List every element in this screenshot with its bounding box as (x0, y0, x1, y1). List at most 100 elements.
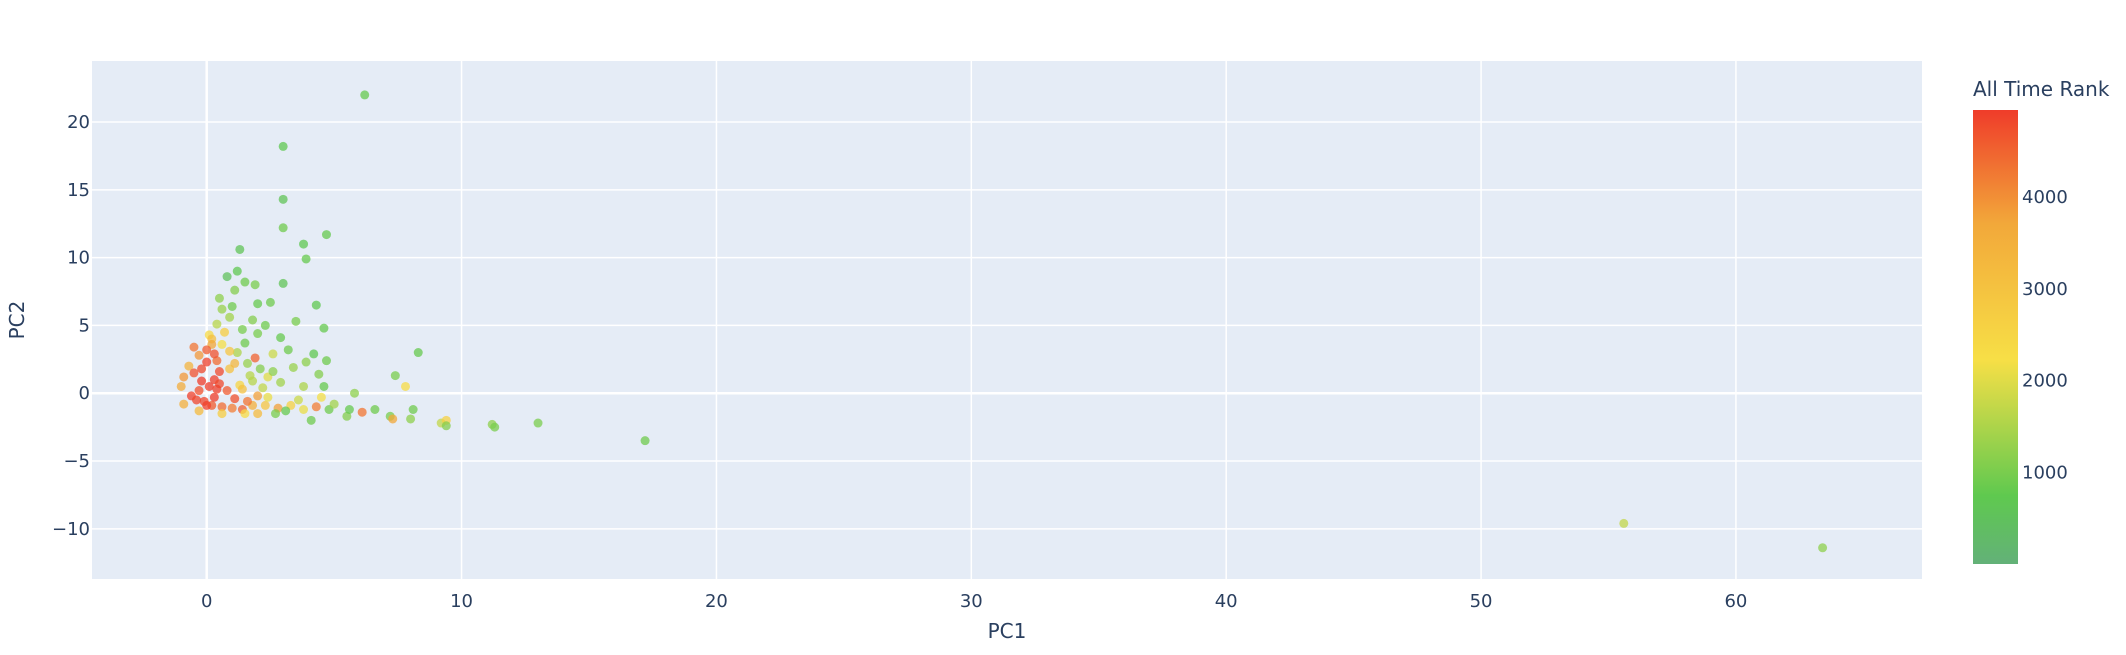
colorbar-tick-label: 4000 (2022, 187, 2068, 208)
data-point (278, 223, 288, 233)
data-point (276, 377, 286, 387)
x-axis-label: PC1 (988, 619, 1027, 643)
data-point (311, 300, 321, 310)
data-points (176, 90, 1828, 553)
data-point (299, 381, 309, 391)
data-point (299, 404, 309, 414)
data-point (225, 346, 235, 356)
data-point (197, 364, 207, 374)
data-point (321, 356, 331, 366)
data-point (191, 395, 201, 405)
data-point (217, 339, 227, 349)
data-point (640, 436, 650, 446)
data-point (321, 230, 331, 240)
data-point (299, 239, 309, 249)
x-tick-label: 40 (1215, 591, 1238, 612)
data-point (217, 402, 227, 412)
data-point (360, 90, 370, 100)
data-point (278, 194, 288, 204)
data-point (232, 266, 242, 276)
data-point (227, 403, 237, 413)
data-point (390, 371, 400, 381)
data-point (271, 409, 281, 419)
data-point (222, 386, 232, 396)
x-tick-label: 30 (960, 591, 983, 612)
data-point (202, 357, 212, 367)
data-point (316, 392, 326, 402)
data-point (253, 391, 263, 401)
data-point (291, 316, 301, 326)
y-tick-label: −5 (63, 451, 90, 472)
data-point (268, 349, 278, 359)
data-point (212, 319, 222, 329)
data-point (388, 414, 398, 424)
data-point (209, 349, 219, 359)
y-tick-label: 10 (67, 248, 90, 269)
data-point (342, 411, 352, 421)
y-tick-label: 5 (79, 315, 90, 336)
data-point (202, 345, 212, 355)
data-point (217, 304, 227, 314)
data-point (230, 285, 240, 295)
data-point (235, 244, 245, 254)
y-tick-label: 0 (79, 383, 90, 404)
data-point (217, 409, 227, 419)
data-point (209, 392, 219, 402)
data-point (319, 381, 329, 391)
y-tick-label: 20 (67, 112, 90, 133)
y-tick-label: 15 (67, 180, 90, 201)
data-point (230, 358, 240, 368)
y-tick-labels: −10 −5 0 5 10 15 20 (52, 112, 90, 540)
data-point (301, 254, 311, 264)
data-point (283, 345, 293, 355)
data-point (240, 409, 250, 419)
data-point (276, 333, 286, 343)
data-point (202, 400, 212, 410)
data-point (248, 315, 258, 325)
x-tick-label: 60 (1724, 591, 1747, 612)
data-point (212, 356, 222, 366)
data-point (288, 362, 298, 372)
data-point (237, 324, 247, 334)
colorbar (1973, 110, 2018, 564)
data-point (258, 383, 268, 393)
data-point (370, 404, 380, 414)
data-point (227, 301, 237, 311)
colorbar-tick-label: 1000 (2022, 462, 2068, 483)
data-point (408, 404, 418, 414)
data-point (293, 395, 303, 405)
data-point (220, 327, 230, 337)
data-point (179, 399, 189, 409)
data-point (194, 386, 204, 396)
x-tick-label: 10 (450, 591, 473, 612)
data-point (309, 349, 319, 359)
data-point (1818, 543, 1828, 553)
data-point (278, 278, 288, 288)
data-point (222, 272, 232, 282)
data-point (265, 297, 275, 307)
x-tick-label: 0 (201, 591, 212, 612)
data-point (212, 384, 222, 394)
data-point (253, 409, 263, 419)
data-point (189, 342, 199, 352)
data-point (441, 421, 451, 431)
data-point (253, 329, 263, 339)
data-point (225, 312, 235, 322)
data-point (306, 415, 316, 425)
data-point (350, 388, 360, 398)
x-tick-label: 50 (1470, 591, 1493, 612)
data-point (281, 406, 291, 416)
data-point (1619, 518, 1629, 528)
data-point (260, 400, 270, 410)
data-point (214, 293, 224, 303)
data-point (533, 418, 543, 428)
data-point (240, 277, 250, 287)
y-gridlines (92, 121, 1922, 530)
data-point (319, 323, 329, 333)
data-point (263, 392, 273, 402)
x-gridlines (205, 61, 1737, 579)
data-point (301, 357, 311, 367)
data-point (413, 348, 423, 358)
plot-background (92, 61, 1922, 579)
